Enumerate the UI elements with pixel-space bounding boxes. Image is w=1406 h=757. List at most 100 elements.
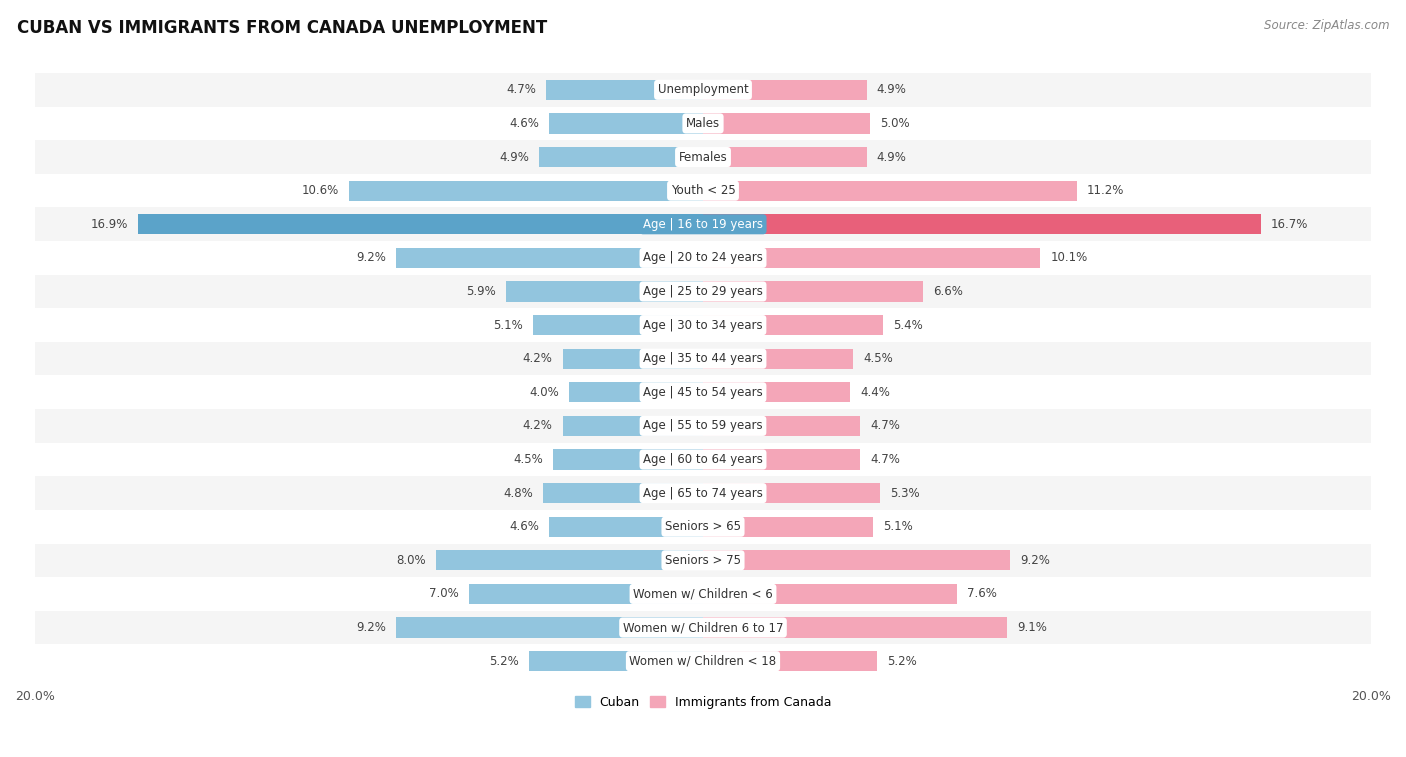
Bar (703, 483, 880, 503)
Text: 8.0%: 8.0% (396, 554, 426, 567)
Bar (703, 315, 883, 335)
Text: 16.9%: 16.9% (91, 218, 128, 231)
Bar (35, 375, 1371, 409)
Bar (35, 73, 1371, 107)
Bar (550, 516, 703, 537)
Text: 4.7%: 4.7% (506, 83, 536, 96)
Bar (703, 382, 851, 403)
Text: 4.7%: 4.7% (870, 419, 900, 432)
Bar (35, 275, 1371, 308)
Bar (703, 450, 860, 469)
Bar (703, 416, 860, 436)
Text: Women w/ Children < 6: Women w/ Children < 6 (633, 587, 773, 600)
Text: 4.9%: 4.9% (877, 83, 907, 96)
Text: 4.8%: 4.8% (503, 487, 533, 500)
Text: 6.6%: 6.6% (934, 285, 963, 298)
Bar (436, 550, 703, 571)
Text: 4.4%: 4.4% (860, 386, 890, 399)
Text: 4.2%: 4.2% (523, 419, 553, 432)
Text: Age | 60 to 64 years: Age | 60 to 64 years (643, 453, 763, 466)
Text: Males: Males (686, 117, 720, 130)
Bar (35, 644, 1371, 678)
Text: Age | 45 to 54 years: Age | 45 to 54 years (643, 386, 763, 399)
Text: 10.1%: 10.1% (1050, 251, 1088, 264)
Bar (703, 248, 1040, 268)
Text: Age | 35 to 44 years: Age | 35 to 44 years (643, 352, 763, 365)
Bar (35, 544, 1371, 577)
Text: 4.2%: 4.2% (523, 352, 553, 365)
Text: Age | 20 to 24 years: Age | 20 to 24 years (643, 251, 763, 264)
Bar (703, 651, 877, 671)
Text: 16.7%: 16.7% (1271, 218, 1308, 231)
Bar (35, 174, 1371, 207)
Text: 9.2%: 9.2% (1021, 554, 1050, 567)
Bar (703, 516, 873, 537)
Bar (546, 79, 703, 100)
Text: 5.3%: 5.3% (890, 487, 920, 500)
Text: 4.0%: 4.0% (530, 386, 560, 399)
Bar (35, 443, 1371, 476)
Bar (703, 114, 870, 133)
Text: 4.6%: 4.6% (509, 520, 540, 533)
Bar (703, 618, 1007, 637)
Text: Seniors > 75: Seniors > 75 (665, 554, 741, 567)
Text: 9.1%: 9.1% (1017, 621, 1047, 634)
Text: 5.9%: 5.9% (467, 285, 496, 298)
Bar (35, 577, 1371, 611)
Text: 9.2%: 9.2% (356, 251, 385, 264)
Bar (35, 611, 1371, 644)
Bar (138, 214, 703, 235)
Bar (703, 282, 924, 301)
Text: 4.9%: 4.9% (499, 151, 529, 164)
Bar (35, 476, 1371, 510)
Text: Age | 30 to 34 years: Age | 30 to 34 years (643, 319, 763, 332)
Text: Age | 16 to 19 years: Age | 16 to 19 years (643, 218, 763, 231)
Bar (550, 114, 703, 133)
Text: 7.0%: 7.0% (429, 587, 460, 600)
Bar (562, 349, 703, 369)
Bar (703, 181, 1077, 201)
Text: 4.9%: 4.9% (877, 151, 907, 164)
Text: Age | 55 to 59 years: Age | 55 to 59 years (643, 419, 763, 432)
Bar (553, 450, 703, 469)
Text: Women w/ Children < 18: Women w/ Children < 18 (630, 655, 776, 668)
Text: 5.1%: 5.1% (883, 520, 912, 533)
Text: 11.2%: 11.2% (1087, 184, 1125, 197)
Bar (35, 510, 1371, 544)
Text: 4.5%: 4.5% (513, 453, 543, 466)
Text: 10.6%: 10.6% (302, 184, 339, 197)
Bar (35, 342, 1371, 375)
Bar (35, 409, 1371, 443)
Text: 5.4%: 5.4% (893, 319, 924, 332)
Text: 5.2%: 5.2% (489, 655, 519, 668)
Bar (470, 584, 703, 604)
Bar (703, 349, 853, 369)
Bar (569, 382, 703, 403)
Text: Age | 65 to 74 years: Age | 65 to 74 years (643, 487, 763, 500)
Text: 4.5%: 4.5% (863, 352, 893, 365)
Bar (703, 147, 866, 167)
Text: 7.6%: 7.6% (967, 587, 997, 600)
Bar (533, 315, 703, 335)
Bar (703, 584, 957, 604)
Bar (562, 416, 703, 436)
Bar (35, 241, 1371, 275)
Legend: Cuban, Immigrants from Canada: Cuban, Immigrants from Canada (569, 690, 837, 714)
Bar (395, 248, 703, 268)
Text: 9.2%: 9.2% (356, 621, 385, 634)
Bar (349, 181, 703, 201)
Bar (35, 308, 1371, 342)
Bar (703, 79, 866, 100)
Bar (703, 550, 1011, 571)
Text: Source: ZipAtlas.com: Source: ZipAtlas.com (1264, 19, 1389, 32)
Bar (35, 140, 1371, 174)
Text: 5.1%: 5.1% (494, 319, 523, 332)
Text: 5.2%: 5.2% (887, 655, 917, 668)
Bar (35, 207, 1371, 241)
Text: CUBAN VS IMMIGRANTS FROM CANADA UNEMPLOYMENT: CUBAN VS IMMIGRANTS FROM CANADA UNEMPLOY… (17, 19, 547, 37)
Text: Seniors > 65: Seniors > 65 (665, 520, 741, 533)
Text: 5.0%: 5.0% (880, 117, 910, 130)
Bar (529, 651, 703, 671)
Bar (540, 147, 703, 167)
Bar (35, 107, 1371, 140)
